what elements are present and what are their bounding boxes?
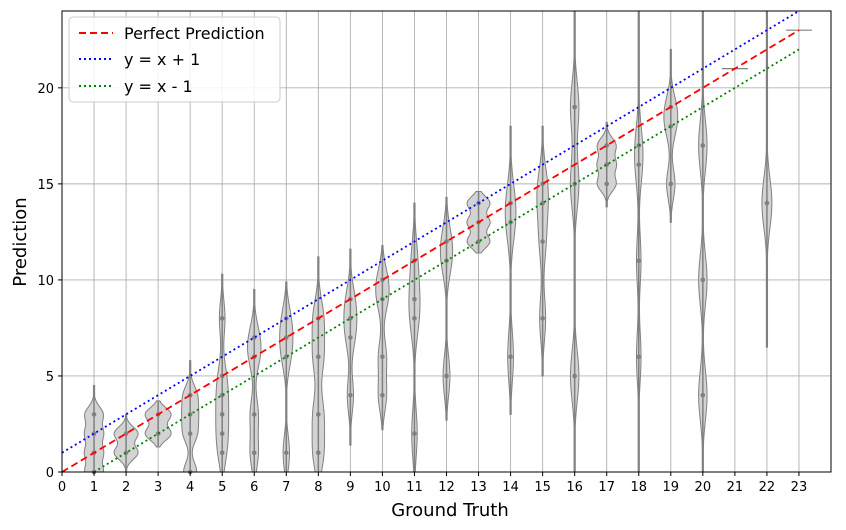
violin-22 bbox=[761, 10, 773, 348]
reference-line-1 bbox=[61, 10, 800, 454]
violin-7 bbox=[279, 281, 294, 473]
violin-point bbox=[764, 200, 770, 206]
x-tick-label: 11 bbox=[406, 480, 423, 495]
x-tick-label: 13 bbox=[470, 480, 487, 495]
violin-point bbox=[572, 373, 577, 379]
violin-9 bbox=[343, 248, 358, 446]
x-axis-ticks: 0 1 2 3 4 5 6 7 8 9 10 11 12 13 14 15 16 17 18 19 20 21 22 23 bbox=[58, 472, 807, 495]
x-tick-label: 5 bbox=[218, 480, 226, 495]
y-tick-label: 10 bbox=[37, 274, 54, 289]
violin-point bbox=[251, 412, 257, 417]
violin-point bbox=[219, 412, 225, 417]
x-tick-label: 7 bbox=[282, 480, 290, 495]
y-tick-label: 5 bbox=[46, 370, 54, 385]
violin-point bbox=[316, 450, 321, 456]
violin-point bbox=[636, 258, 642, 264]
violin-point bbox=[604, 181, 610, 187]
violin-16 bbox=[569, 10, 580, 473]
x-tick-label: 15 bbox=[534, 480, 551, 495]
violin-point bbox=[316, 354, 321, 360]
x-tick-label: 14 bbox=[502, 480, 519, 495]
legend-frame bbox=[68, 16, 281, 103]
violin-point bbox=[700, 277, 706, 283]
violin-15 bbox=[536, 125, 549, 377]
x-tick-label: 10 bbox=[374, 480, 391, 495]
x-tick-label: 3 bbox=[154, 480, 162, 495]
violin-20 bbox=[698, 10, 708, 473]
violin-point bbox=[636, 354, 642, 360]
x-tick-label: 19 bbox=[663, 480, 680, 495]
violin-4 bbox=[181, 360, 200, 475]
x-tick-label: 17 bbox=[598, 480, 615, 495]
x-tick-label: 8 bbox=[314, 480, 322, 495]
violin-point bbox=[412, 296, 417, 302]
violin-point bbox=[636, 162, 642, 167]
violin-point bbox=[508, 354, 513, 360]
y-axis-label: Prediction bbox=[10, 197, 31, 286]
x-tick-label: 0 bbox=[58, 480, 66, 495]
legend-label-y-plus-1: y = x + 1 bbox=[124, 50, 200, 69]
y-tick-label: 20 bbox=[37, 82, 54, 97]
violin-point bbox=[316, 412, 321, 417]
reference-line-0 bbox=[61, 29, 800, 473]
violin-point bbox=[219, 316, 225, 321]
x-tick-label: 2 bbox=[122, 480, 130, 495]
x-tick-label: 4 bbox=[186, 480, 194, 495]
x-axis-label: Ground Truth bbox=[391, 500, 509, 521]
y-tick-label: 15 bbox=[37, 178, 54, 193]
violin-10 bbox=[375, 244, 390, 431]
violin-point bbox=[348, 392, 353, 398]
violin-point bbox=[540, 239, 545, 244]
violin-18 bbox=[633, 10, 644, 473]
violin-point bbox=[700, 392, 706, 398]
violin-point bbox=[348, 335, 353, 340]
violin-point bbox=[668, 181, 674, 187]
violin-point bbox=[187, 431, 193, 436]
violin-19 bbox=[663, 48, 679, 223]
x-tick-label: 12 bbox=[438, 480, 455, 495]
violin-point bbox=[251, 450, 257, 456]
violin-11 bbox=[408, 202, 421, 473]
violin-point bbox=[91, 412, 97, 417]
violin-point bbox=[283, 450, 289, 456]
legend: Perfect Prediction y = x + 1 y = x - 1 bbox=[68, 16, 281, 103]
violin-1 bbox=[83, 385, 105, 475]
violin-point bbox=[572, 104, 577, 110]
x-tick-label: 6 bbox=[250, 480, 258, 495]
violin-point bbox=[444, 373, 449, 379]
violin-2 bbox=[113, 413, 139, 473]
violin-17 bbox=[596, 121, 618, 208]
legend-label-y-minus-1: y = x - 1 bbox=[124, 77, 193, 96]
violin-point bbox=[700, 143, 706, 148]
violin-point bbox=[380, 354, 385, 360]
x-tick-label: 20 bbox=[695, 480, 712, 495]
x-tick-label: 9 bbox=[346, 480, 354, 495]
violin-point bbox=[219, 450, 225, 456]
x-tick-label: 16 bbox=[566, 480, 583, 495]
x-tick-label: 1 bbox=[90, 480, 98, 495]
reference-lines bbox=[61, 10, 800, 473]
violin-point bbox=[412, 431, 417, 436]
violin-point bbox=[540, 316, 545, 321]
violin-8 bbox=[311, 256, 326, 473]
violin-point bbox=[123, 431, 129, 436]
legend-label-perfect-prediction: Perfect Prediction bbox=[124, 24, 265, 43]
violin-point bbox=[380, 392, 385, 398]
x-tick-label: 23 bbox=[791, 480, 808, 495]
x-tick-label: 22 bbox=[759, 480, 776, 495]
violins bbox=[83, 10, 812, 475]
violin-14 bbox=[504, 125, 517, 415]
y-tick-label: 0 bbox=[46, 466, 54, 481]
reference-line-2 bbox=[93, 48, 800, 473]
violin-point bbox=[412, 316, 417, 321]
violin-3 bbox=[144, 400, 172, 448]
y-axis-ticks: 0 5 10 15 20 bbox=[37, 82, 62, 481]
violin-6 bbox=[246, 289, 262, 473]
violin-5 bbox=[215, 273, 230, 473]
violin-point bbox=[219, 431, 225, 436]
violin-12 bbox=[439, 196, 454, 421]
x-tick-label: 18 bbox=[630, 480, 647, 495]
x-tick-label: 21 bbox=[727, 480, 744, 495]
